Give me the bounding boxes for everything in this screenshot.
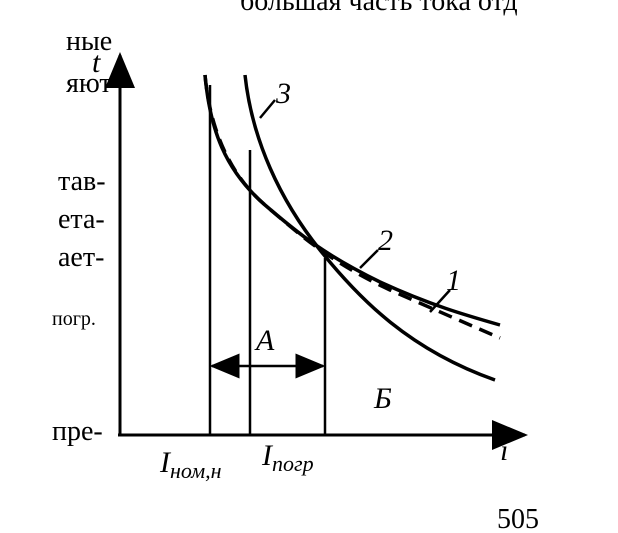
region-label: A xyxy=(254,324,275,357)
left-fragment: погр. xyxy=(52,308,96,330)
curve-label: 1 xyxy=(446,264,461,297)
leader-line xyxy=(429,289,451,313)
curve-3 xyxy=(243,74,496,382)
left-fragment: пре- xyxy=(52,416,103,447)
header-text: большая часть тока отд xyxy=(240,0,518,17)
left-fragment: ета- xyxy=(58,204,105,235)
left-fragment: ные xyxy=(66,26,112,57)
page-number: 505 xyxy=(497,504,539,533)
current-label: Iпогр xyxy=(261,439,314,476)
current-label: Iном,н xyxy=(159,446,222,483)
curve-label: 2 xyxy=(378,224,393,257)
curve-label: 3 xyxy=(275,77,291,110)
axis-label: t xyxy=(92,46,101,79)
region-label: Б xyxy=(373,382,392,415)
leader-line xyxy=(259,99,276,119)
leader-line xyxy=(359,249,379,269)
axis-label: i xyxy=(500,434,508,467)
current-symbol: I xyxy=(159,446,172,479)
diagram: t i 1 2 3 A Б Iном,н Iпогр xyxy=(92,46,528,483)
current-subscript: погр xyxy=(272,451,314,476)
left-fragment: ает- xyxy=(58,242,104,273)
left-fragment: яют xyxy=(66,68,112,99)
left-fragment: тав- xyxy=(58,166,106,197)
curve-2 xyxy=(203,74,501,327)
current-subscript: ном,н xyxy=(170,458,222,483)
current-symbol: I xyxy=(261,439,274,472)
